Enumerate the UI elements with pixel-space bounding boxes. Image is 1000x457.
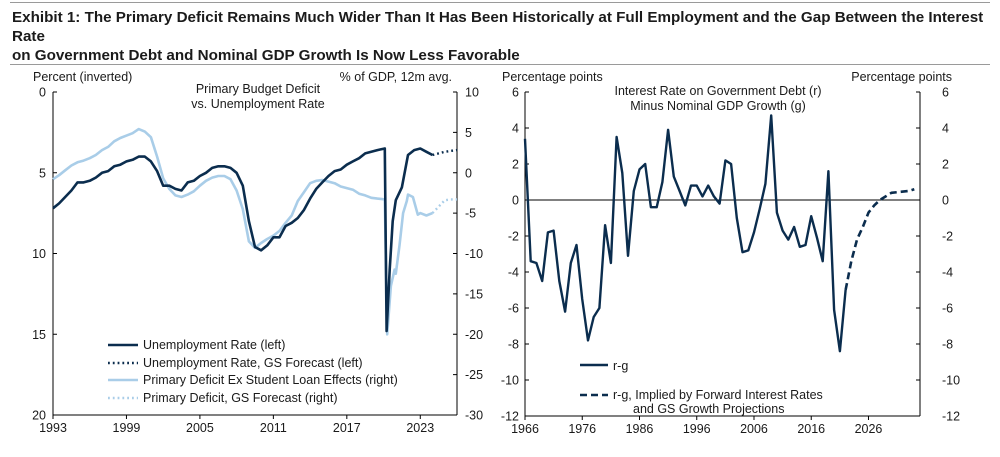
exhibit-title: Exhibit 1: The Primary Deficit Remains M… (12, 8, 987, 65)
left-chart-right-tick-label: -5 (465, 207, 476, 221)
right-chart-right-tick-label: -2 (942, 230, 953, 244)
right-chart-left-tick-label: -6 (508, 302, 519, 316)
left-chart-x-tick-label: 2017 (333, 421, 361, 435)
left-chart-right-tick-label: -10 (465, 247, 483, 261)
left-chart-left-tick-label: 20 (32, 409, 46, 423)
right-chart-x-tick-label: 2016 (797, 422, 825, 436)
left-chart-right-tick-label: -20 (465, 328, 483, 342)
right-chart-right-tick-label: 6 (942, 86, 949, 100)
right-chart-left-tick-label: -8 (508, 338, 519, 352)
title-rule (10, 64, 990, 65)
left-chart-legend-label: Primary Deficit, GS Forecast (right) (143, 391, 337, 405)
right-chart-series-line (844, 187, 915, 291)
left-chart-left-tick-label: 10 (32, 247, 46, 261)
right-chart-left-tick-label: -2 (508, 230, 519, 244)
right-chart-x-tick-label: 1986 (626, 422, 654, 436)
left-chart-right-tick-label: -30 (465, 409, 483, 423)
exhibit-title-line-2: on Government Debt and Nominal GDP Growt… (12, 47, 520, 64)
right-chart-left-tick-label: 4 (512, 122, 519, 136)
right-chart-x-tick-label: 1976 (568, 422, 596, 436)
left-chart-left-tick-label: 15 (32, 328, 46, 342)
left-chart-series-line (52, 147, 434, 333)
right-chart-legend-label: r-g, Implied by Forward Interest Rates (613, 388, 823, 402)
right-chart-left-tick-label: 0 (512, 194, 519, 208)
left-chart-x-tick-label: 2011 (260, 421, 287, 435)
left-chart-legend-label: Unemployment Rate (left) (143, 338, 285, 352)
right-chart-right-tick-label: -6 (942, 302, 953, 316)
left-chart-right-tick-label: 5 (465, 126, 472, 140)
right-chart-left-axis-label: Percentage points (502, 70, 603, 84)
left-chart-title-line-1: Primary Budget Deficit (196, 82, 321, 96)
right-chart-legend-label: and GS Growth Projections (633, 402, 784, 416)
right-chart-series-line (523, 114, 847, 353)
right-chart-x-tick-label: 2026 (855, 422, 883, 436)
left-chart-x-tick-label: 1993 (39, 421, 67, 435)
right-chart-title-line-1: Interest Rate on Government Debt (r) (614, 84, 821, 98)
right-chart-left-tick-label: -10 (501, 374, 519, 388)
right-chart-x-tick-label: 2006 (740, 422, 768, 436)
exhibit-title-line-1: Exhibit 1: The Primary Deficit Remains M… (12, 9, 984, 45)
left-chart-x-tick-label: 1999 (113, 421, 141, 435)
right-chart-right-tick-label: 2 (942, 158, 949, 172)
right-chart-right-tick-label: -12 (942, 410, 960, 424)
right-chart-right-tick-label: 4 (942, 122, 949, 136)
left-chart-x-tick-label: 2023 (406, 421, 434, 435)
right-chart-right-axis-label: Percentage points (851, 70, 952, 84)
right-chart-title-line-2: Minus Nominal GDP Growth (g) (630, 99, 806, 113)
left-chart-series-line (432, 148, 458, 157)
left-chart-legend-label: Unemployment Rate, GS Forecast (left) (143, 356, 363, 370)
left-chart-right-tick-label: 0 (465, 166, 472, 180)
right-chart-right-tick-label: -4 (942, 266, 953, 280)
left-chart-legend-label: Primary Deficit Ex Student Loan Effects … (143, 373, 398, 387)
right-chart-right-tick-label: -8 (942, 338, 953, 352)
right-chart-right-tick-label: -10 (942, 374, 960, 388)
right-chart-left-tick-label: -12 (501, 410, 519, 424)
left-chart-right-axis-label: % of GDP, 12m avg. (340, 70, 452, 84)
right-chart-left-tick-label: -4 (508, 266, 519, 280)
right-chart-legend-label: r-g (613, 359, 628, 373)
left-chart-right-tick-label: 10 (465, 86, 479, 100)
right-chart-x-tick-label: 1966 (511, 422, 539, 436)
left-chart-left-axis-label: Percent (inverted) (33, 70, 132, 84)
left-chart-right-tick-label: -15 (465, 287, 483, 301)
left-chart-title-line-2: vs. Unemployment Rate (191, 97, 324, 111)
right-chart-left-tick-label: 6 (512, 86, 519, 100)
left-chart-series-line (431, 198, 457, 214)
right-chart-right-tick-label: 0 (942, 194, 949, 208)
left-chart-left-tick-label: 0 (39, 86, 46, 100)
top-rule (10, 2, 990, 3)
left-chart-x-tick-label: 2005 (186, 421, 214, 435)
right-chart-x-tick-label: 1996 (683, 422, 711, 436)
left-chart-right-tick-label: -25 (465, 368, 483, 382)
left-chart-left-tick-label: 5 (39, 166, 46, 180)
left-chart-series-line (52, 127, 433, 336)
right-chart-left-tick-label: 2 (512, 158, 519, 172)
